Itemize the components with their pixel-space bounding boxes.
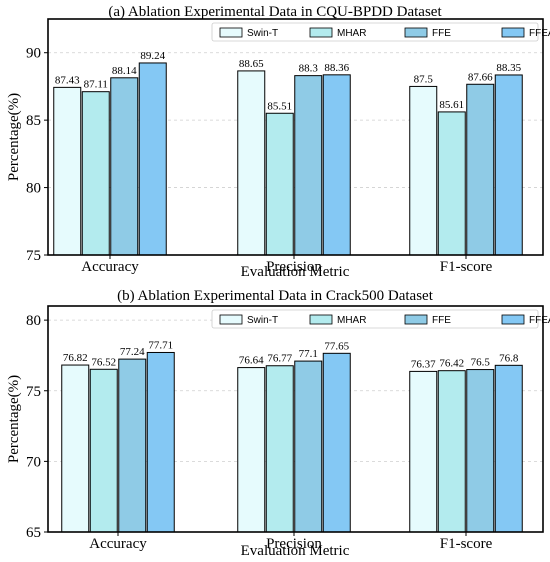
plot-frame <box>47 305 544 533</box>
legend-swatch <box>309 314 333 325</box>
legend-label: FFEAR(ours) <box>529 315 550 326</box>
legend-swatch <box>219 314 243 325</box>
data-label: 77.65 <box>324 340 349 352</box>
x-tick-label: F1-score <box>440 259 493 275</box>
data-label: 77.24 <box>120 346 145 358</box>
data-label: 87.66 <box>468 71 493 83</box>
bar-f1score-1 <box>437 111 466 256</box>
data-label: 87.5 <box>414 73 434 85</box>
x-tick-label: Accuracy <box>81 259 139 275</box>
bar-precision-2 <box>294 75 323 256</box>
legend-label: FFE <box>432 28 451 39</box>
y-axis-label: Percentage(%) <box>6 375 22 463</box>
legend-box <box>211 309 539 329</box>
bar-accuracy-3 <box>138 62 167 256</box>
bar-f1score-0 <box>409 370 438 533</box>
data-label: 88.3 <box>299 63 319 75</box>
data-label: 76.8 <box>499 352 519 364</box>
data-label: 76.5 <box>471 357 491 369</box>
bar-f1score-2 <box>466 369 495 533</box>
bar-accuracy-2 <box>118 358 147 533</box>
legend-label: MHAR <box>337 315 366 326</box>
x-tick-label: Precision <box>266 536 322 552</box>
legend-label: Swin-T <box>247 28 278 39</box>
bar-accuracy-1 <box>89 368 118 533</box>
data-label: 88.36 <box>324 62 349 74</box>
legend-label: MHAR <box>337 28 366 39</box>
y-tick-label: 75 <box>26 384 41 400</box>
data-label: 87.43 <box>55 74 80 86</box>
bar-accuracy-3 <box>146 351 175 533</box>
y-tick-label: 85 <box>26 113 41 129</box>
legend-label: Swin-T <box>247 315 278 326</box>
data-label: 76.42 <box>439 358 464 370</box>
data-label: 76.64 <box>239 355 264 367</box>
legend-label: FFE <box>432 315 451 326</box>
data-label: 89.24 <box>140 50 165 62</box>
data-label: 76.37 <box>411 358 436 370</box>
data-label: 87.11 <box>84 79 108 91</box>
bar-precision-3 <box>322 74 351 256</box>
bar-f1score-2 <box>466 83 495 256</box>
x-axis-label: Evaluation Metric <box>241 543 350 559</box>
bar-accuracy-0 <box>61 364 90 533</box>
bar-accuracy-1 <box>81 91 110 256</box>
legend-label: FFEAR(ours) <box>529 28 550 39</box>
data-label: 76.52 <box>91 356 116 368</box>
x-tick-label: Precision <box>266 259 322 275</box>
bar-precision-0 <box>237 367 266 533</box>
bar-precision-3 <box>322 352 351 533</box>
plot-frame <box>47 18 544 256</box>
data-label: 88.14 <box>112 65 137 77</box>
x-tick-label: F1-score <box>440 536 493 552</box>
y-tick-label: 65 <box>26 525 41 541</box>
data-label: 77.1 <box>299 348 318 360</box>
bar-f1score-0 <box>409 85 438 256</box>
legend-box <box>211 22 539 42</box>
data-label: 88.35 <box>496 62 521 74</box>
legend-swatch <box>219 27 243 38</box>
data-label: 76.77 <box>267 353 292 365</box>
legend-swatch <box>404 27 428 38</box>
y-tick-label: 70 <box>26 454 41 470</box>
bar-accuracy-0 <box>53 86 82 256</box>
y-tick-label: 80 <box>26 313 41 329</box>
bar-precision-1 <box>265 365 294 533</box>
chart-title: (a) Ablation Experimental Data in CQU-BP… <box>108 4 442 20</box>
y-axis-label: Percentage(%) <box>6 93 22 181</box>
y-tick-label: 75 <box>26 248 41 264</box>
legend-swatch <box>501 27 525 38</box>
legend-swatch <box>309 27 333 38</box>
bar-precision-0 <box>237 70 266 256</box>
y-tick-label: 90 <box>26 46 41 62</box>
x-axis-label: Evaluation Metric <box>241 264 350 280</box>
data-label: 88.65 <box>239 58 264 70</box>
legend-swatch <box>501 314 525 325</box>
y-tick-label: 80 <box>26 181 41 197</box>
data-label: 77.71 <box>148 339 173 351</box>
bar-f1score-1 <box>437 370 466 533</box>
data-label: 85.61 <box>439 99 464 111</box>
data-label: 85.51 <box>267 100 292 112</box>
chart-title: (b) Ablation Experimental Data in Crack5… <box>117 288 434 304</box>
x-tick-label: Accuracy <box>89 536 147 552</box>
bar-precision-1 <box>265 112 294 256</box>
bar-f1score-3 <box>494 74 523 256</box>
bar-f1score-3 <box>494 364 523 533</box>
legend-swatch <box>404 314 428 325</box>
bar-accuracy-2 <box>110 77 139 256</box>
bar-precision-2 <box>294 360 323 533</box>
data-label: 76.82 <box>63 352 88 364</box>
